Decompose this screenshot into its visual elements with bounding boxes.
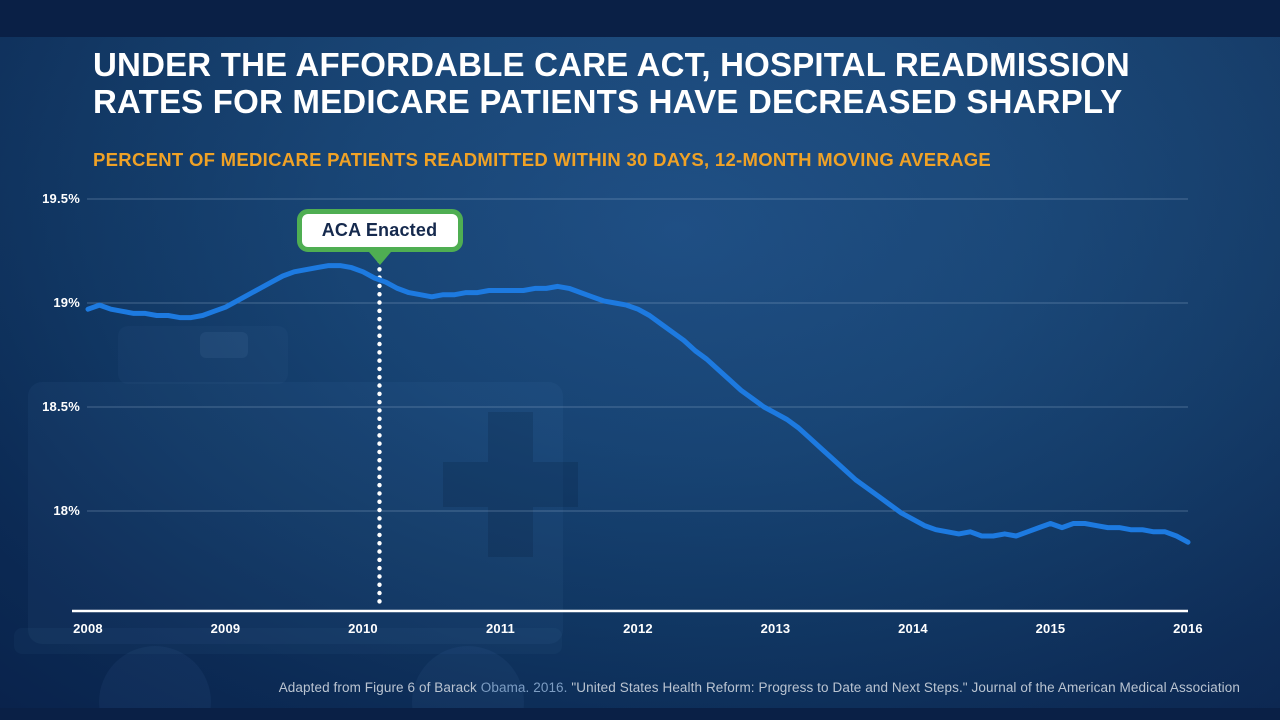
x-axis-label: 2012 xyxy=(623,621,653,636)
aca-enacted-label: ACA Enacted xyxy=(321,220,438,240)
page-title-line1: UNDER THE AFFORDABLE CARE ACT, HOSPITAL … xyxy=(93,46,1130,83)
citation-author-year: Obama. 2016. xyxy=(480,680,568,695)
y-axis-label: 18% xyxy=(53,503,80,518)
x-axis-label: 2014 xyxy=(898,621,928,636)
x-axis-label: 2008 xyxy=(73,621,103,636)
aca-enacted-callout: ACA Enacted xyxy=(296,209,463,265)
citation-part1: Adapted from Figure 6 of Barack xyxy=(278,680,481,695)
source-citation: Adapted from Figure 6 of Barack Obama. 2… xyxy=(140,680,1240,695)
y-axis-label: 19% xyxy=(53,295,80,310)
page-title: UNDER THE AFFORDABLE CARE ACT, HOSPITAL … xyxy=(93,46,1213,120)
page-title-line2: RATES FOR MEDICARE PATIENTS HAVE DECREAS… xyxy=(93,83,1123,120)
x-axis-label: 2009 xyxy=(210,621,241,636)
citation-part3: "United States Health Reform: Progress t… xyxy=(567,680,1240,695)
x-axis-label: 2013 xyxy=(760,621,791,636)
top-band xyxy=(0,0,1280,37)
bottom-band xyxy=(0,708,1280,720)
x-axis-label: 2016 xyxy=(1173,621,1203,636)
x-axis-label: 2010 xyxy=(348,621,378,636)
y-axis-label: 19.5% xyxy=(42,191,80,206)
x-axis-label: 2011 xyxy=(485,621,515,636)
y-axis-label: 18.5% xyxy=(42,399,80,414)
chart-subtitle: PERCENT OF MEDICARE PATIENTS READMITTED … xyxy=(93,149,992,170)
callout-pointer-icon xyxy=(368,252,391,265)
x-axis-label: 2015 xyxy=(1035,621,1066,636)
